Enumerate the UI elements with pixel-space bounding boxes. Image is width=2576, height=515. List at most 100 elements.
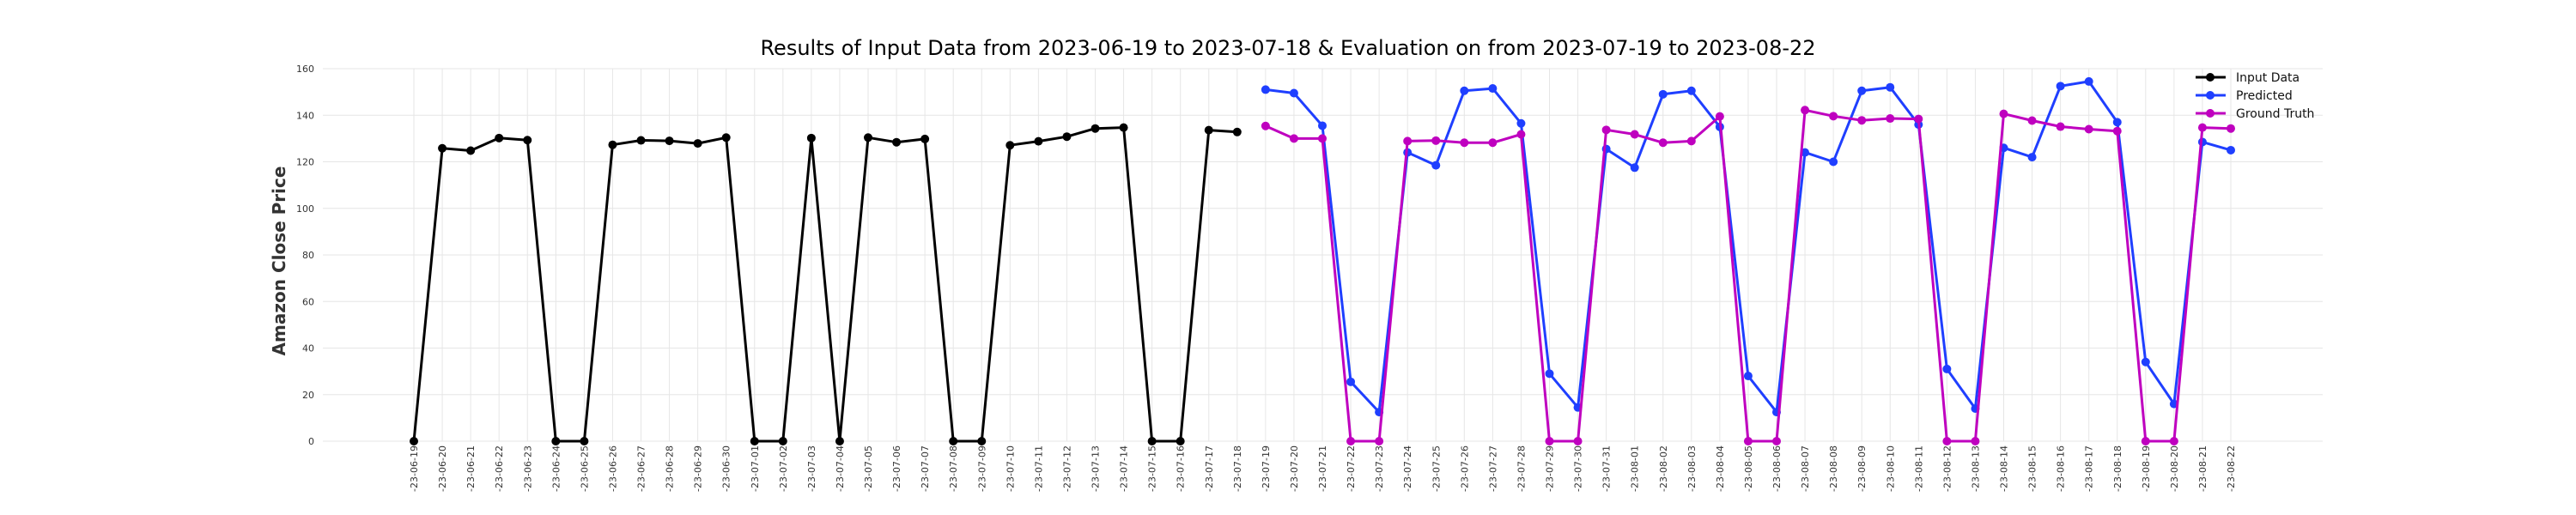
- ground-truth-point: [1942, 437, 1952, 445]
- x-tick-label: -23-06-29: [693, 445, 704, 492]
- input-data-point: [750, 437, 759, 445]
- legend-item-predicted: Predicted: [2196, 89, 2293, 103]
- ground-truth-point: [1573, 437, 1583, 445]
- input-data-point: [778, 437, 787, 445]
- x-tick-label: -23-08-03: [1686, 445, 1698, 492]
- y-tick-label: 0: [308, 436, 314, 447]
- x-tick-label: -23-07-15: [1147, 445, 1158, 492]
- x-tick-label: -23-07-22: [1346, 445, 1357, 492]
- input-data-point: [920, 134, 930, 143]
- x-tick-label: -23-08-04: [1715, 445, 1726, 492]
- ground-truth-point: [1346, 437, 1356, 445]
- x-tick-label: -23-07-23: [1374, 445, 1385, 492]
- ground-truth-point: [1289, 134, 1298, 143]
- x-tick-label: -23-07-26: [1459, 445, 1470, 492]
- x-tick-label: -23-08-17: [2084, 445, 2095, 492]
- x-tick-label: -23-07-06: [891, 445, 902, 492]
- input-data-point: [1091, 124, 1100, 133]
- ground-truth-point: [1431, 136, 1441, 145]
- x-tick-label: -23-08-05: [1743, 445, 1754, 492]
- x-tick-label: -23-07-04: [835, 445, 846, 492]
- ground-truth-point: [1686, 136, 1696, 146]
- input-data-point: [864, 133, 872, 142]
- ground-truth-point: [1658, 138, 1668, 148]
- series-layer: [410, 76, 2235, 445]
- legend-marker: [2206, 73, 2215, 82]
- x-tick-label: -23-07-30: [1573, 445, 1584, 492]
- x-tick-label: -23-08-14: [1999, 445, 2010, 492]
- predicted-point: [2027, 153, 2037, 162]
- predicted-point: [1686, 86, 1696, 95]
- predicted-point: [2141, 357, 2150, 367]
- ground-truth-point: [1460, 138, 1469, 148]
- input-data-point: [1062, 132, 1072, 142]
- x-tick-label: -23-08-13: [1970, 445, 1981, 492]
- input-data-point: [1034, 136, 1043, 146]
- predicted-point: [1743, 372, 1753, 381]
- ground-truth-point: [1971, 437, 1980, 445]
- legend-item-ground-truth: Ground Truth: [2196, 107, 2314, 121]
- legend-label: Predicted: [2236, 89, 2293, 103]
- y-tick-label: 100: [296, 203, 314, 215]
- input-data-point: [580, 437, 589, 445]
- predicted-point: [2112, 118, 2122, 127]
- x-tick-label: -23-08-18: [2112, 445, 2123, 492]
- ground-truth-point: [1772, 437, 1781, 445]
- x-tick-label: -23-07-14: [1119, 445, 1130, 492]
- series-predicted: [1261, 76, 2235, 417]
- ground-truth-point: [2084, 124, 2093, 134]
- x-tick-label: -23-08-02: [1658, 445, 1669, 492]
- x-tick-label: -23-08-11: [1913, 445, 1924, 492]
- x-tick-label: -23-06-21: [465, 445, 477, 492]
- x-tick-label: -23-07-25: [1431, 445, 1442, 492]
- input-data-point: [1119, 123, 1128, 132]
- legend-label: Input Data: [2236, 71, 2300, 85]
- ground-truth-point: [1857, 116, 1867, 125]
- predicted-point: [1318, 121, 1327, 130]
- predicted-point: [1630, 163, 1639, 173]
- x-tick-label: -23-06-25: [579, 445, 590, 492]
- ground-truth-point: [1261, 121, 1270, 130]
- x-tick-label: -23-07-12: [1061, 445, 1072, 492]
- ground-truth-point: [1488, 138, 1498, 148]
- x-tick-label: -23-07-21: [1317, 445, 1328, 492]
- x-tick-label: -23-08-22: [2226, 445, 2237, 492]
- x-tick-label: -23-08-21: [2197, 445, 2208, 492]
- ground-truth-point: [2197, 123, 2207, 132]
- input-data-point: [495, 133, 504, 142]
- input-data-point: [410, 437, 418, 445]
- predicted-point: [2056, 82, 2065, 91]
- ground-truth-point: [1999, 109, 2008, 118]
- x-tick-label: -23-06-19: [409, 445, 420, 492]
- input-data-point: [438, 143, 447, 153]
- x-tick-label: -23-08-12: [1941, 445, 1953, 492]
- ground-truth-point: [1801, 106, 1810, 115]
- x-tick-label: -23-07-18: [1232, 445, 1243, 492]
- input-data-point: [523, 136, 532, 145]
- x-tick-label: -23-08-10: [1885, 445, 1896, 492]
- ground-truth-point: [2169, 437, 2178, 445]
- predicted-point: [1857, 86, 1867, 95]
- input-data-point: [551, 437, 561, 445]
- x-tick-label: -23-06-22: [494, 445, 505, 492]
- input-data-point: [1147, 437, 1157, 445]
- ground-truth-point: [1743, 437, 1753, 445]
- chart-title: Results of Input Data from 2023-06-19 to…: [760, 36, 1815, 60]
- predicted-point: [1289, 88, 1298, 98]
- input-data-point: [1204, 125, 1213, 135]
- input-data-point: [977, 437, 987, 445]
- y-axis-label: Amazon Close Price: [269, 167, 289, 356]
- y-tick-label: 120: [296, 157, 314, 168]
- predicted-point: [2227, 145, 2235, 154]
- input-data-point: [636, 136, 646, 145]
- y-tick-label: 160: [296, 64, 314, 75]
- legend-marker: [2206, 109, 2215, 118]
- x-tick-label: -23-07-11: [1033, 445, 1044, 492]
- ground-truth-point: [1516, 130, 1526, 139]
- predicted-point: [1488, 84, 1498, 94]
- ground-truth-point: [2141, 437, 2150, 445]
- input-data-line: [412, 126, 1237, 443]
- series-input-data: [410, 123, 1242, 445]
- x-tick-label: -23-06-27: [636, 445, 647, 492]
- ground-truth-point: [1375, 437, 1384, 445]
